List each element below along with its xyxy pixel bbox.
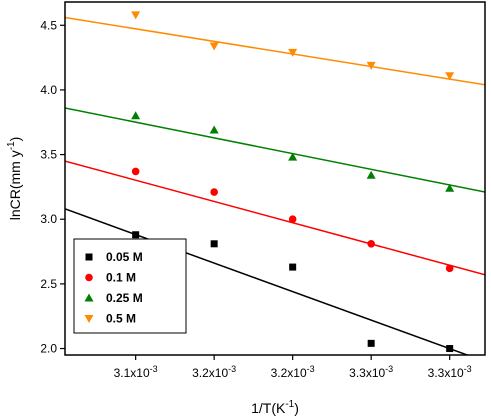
data-point-025-m bbox=[209, 125, 219, 134]
data-point-05-m bbox=[445, 72, 455, 81]
data-point-025-m bbox=[288, 152, 298, 161]
legend-marker bbox=[85, 253, 93, 261]
data-point-05-m bbox=[209, 42, 219, 51]
legend-label: 0.25 M bbox=[106, 291, 143, 305]
data-point-05-m bbox=[131, 11, 141, 20]
legend-marker bbox=[84, 293, 94, 302]
y-axis-title: lnCR(mm y-1) bbox=[6, 137, 23, 221]
data-point-025-m bbox=[445, 183, 455, 192]
fit-line-05-m bbox=[65, 16, 485, 86]
x-axis-title: 1/T(K-1) bbox=[251, 399, 299, 416]
legend-label: 0.1 M bbox=[106, 271, 136, 285]
data-point-05-m bbox=[366, 61, 376, 70]
data-point-005-m bbox=[367, 339, 375, 347]
plot-frame bbox=[64, 1, 486, 356]
data-markers bbox=[131, 11, 455, 353]
y-tick-label: 4.5 bbox=[40, 18, 57, 32]
data-point-005-m bbox=[289, 263, 297, 271]
data-point-025-m bbox=[366, 170, 376, 179]
y-tick-label: 4.0 bbox=[40, 83, 57, 97]
data-point-05-m bbox=[288, 48, 298, 57]
data-point-01-m bbox=[210, 188, 218, 196]
fit-line-01-m bbox=[65, 160, 485, 276]
legend-marker bbox=[85, 273, 93, 282]
x-tick-label: 3.2x10-3 bbox=[271, 364, 315, 380]
x-axis-ticks: 3.1x10-3 3.2x10-3 3.2x10-3 3.3x10-3 3.3x10-3 bbox=[114, 355, 472, 380]
x-tick-label: 3.1x10-3 bbox=[114, 364, 158, 380]
y-axis-ticks: 2.0 2.5 3.0 3.5 4.0 4.5 bbox=[40, 18, 65, 356]
x-tick-label: 3.2x10-3 bbox=[192, 364, 236, 380]
y-tick-label: 2.0 bbox=[40, 342, 57, 356]
data-point-01-m bbox=[288, 215, 297, 224]
legend-label: 0.05 M bbox=[106, 250, 143, 264]
data-point-005-m bbox=[210, 240, 218, 248]
legend-box bbox=[73, 238, 187, 334]
x-tick-label: 3.3x10-3 bbox=[349, 364, 393, 380]
y-tick-label: 2.5 bbox=[40, 277, 57, 291]
data-point-01-m bbox=[131, 167, 140, 176]
x-tick-label: 3.3x10-3 bbox=[428, 364, 472, 380]
y-tick-label: 3.5 bbox=[40, 148, 57, 162]
data-point-005-m bbox=[132, 231, 140, 239]
legend-label: 0.5 M bbox=[106, 312, 136, 326]
data-point-01-m bbox=[445, 264, 454, 273]
y-tick-label: 3.0 bbox=[40, 212, 57, 226]
legend-marker bbox=[84, 315, 94, 323]
data-point-025-m bbox=[131, 111, 141, 120]
legend: 0.05 M 0.1 M 0.25 M 0.5 M bbox=[73, 238, 187, 334]
data-point-005-m bbox=[446, 345, 454, 353]
data-point-01-m bbox=[367, 239, 375, 248]
fit-line-025-m bbox=[65, 107, 485, 193]
